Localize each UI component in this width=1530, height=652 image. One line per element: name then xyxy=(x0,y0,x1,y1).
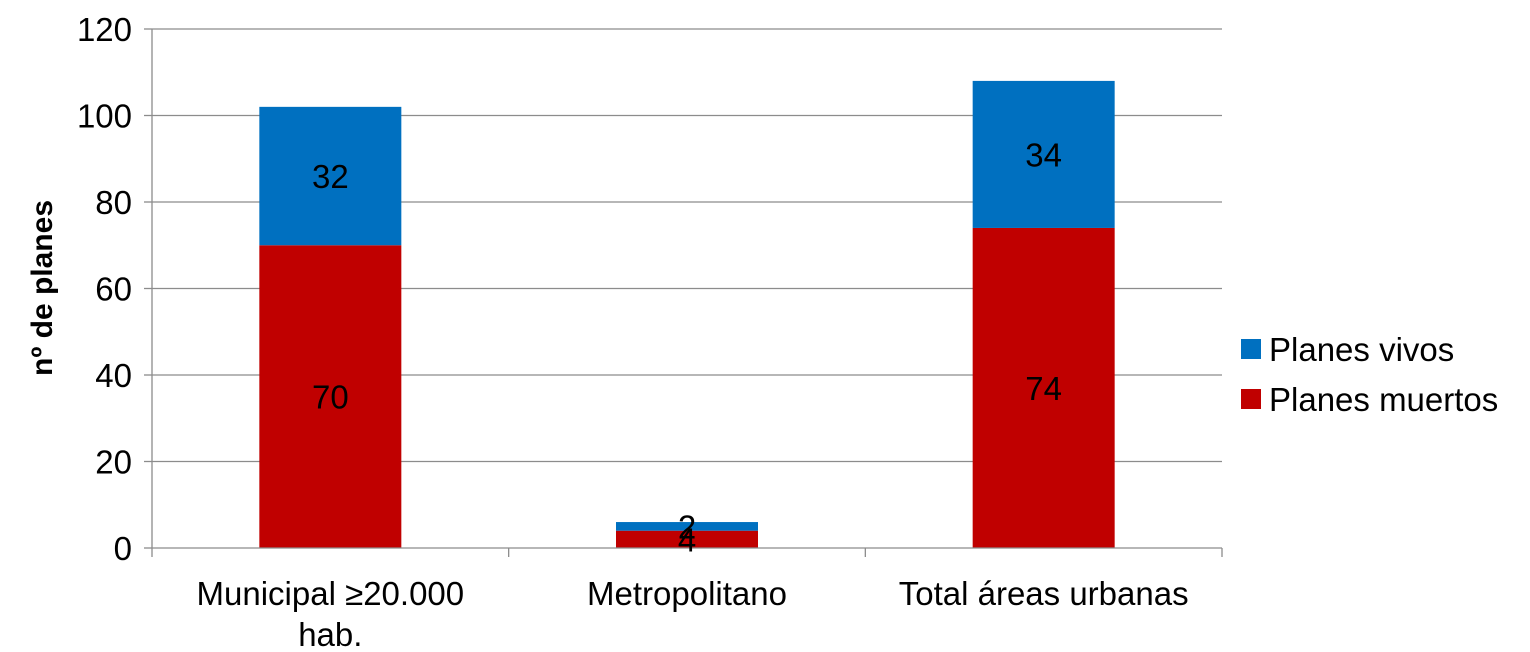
y-tick-label: 20 xyxy=(95,444,132,481)
y-tick-label: 100 xyxy=(77,98,132,135)
bar-segment xyxy=(259,245,402,548)
data-label: 74 xyxy=(1025,370,1062,407)
data-label: 70 xyxy=(312,379,349,416)
y-tick-labels: 0 20 40 60 80 100 120 xyxy=(77,11,132,567)
legend: Planes vivos Planes muertos xyxy=(1241,331,1498,418)
legend-label: Planes vivos xyxy=(1269,331,1454,368)
legend-swatch xyxy=(1241,339,1261,359)
x-tick-labels: Municipal ≥20.000 hab. Metropolitano Total … xyxy=(197,575,1189,652)
data-label: 32 xyxy=(312,158,349,195)
legend-swatch xyxy=(1241,389,1261,409)
x-tick-label: Total áreas urbanas xyxy=(899,575,1189,612)
y-axis-label: nº de planes xyxy=(26,200,59,376)
legend-label: Planes muertos xyxy=(1269,381,1498,418)
x-tick-label: Municipal ≥20.000 hab. xyxy=(197,575,465,652)
bar-segment xyxy=(972,80,1115,228)
x-tick-label: Metropolitano xyxy=(587,575,787,612)
y-tick-label: 60 xyxy=(95,271,132,308)
y-tick-label: 40 xyxy=(95,357,132,394)
data-label: 34 xyxy=(1025,136,1062,173)
bar-segment xyxy=(259,106,402,246)
y-tick-label: 120 xyxy=(77,11,132,48)
data-label: 2 xyxy=(678,508,696,545)
y-tick-label: 80 xyxy=(95,184,132,221)
y-tick-label: 0 xyxy=(114,530,132,567)
bar-segment xyxy=(616,522,758,531)
data-label: 4 xyxy=(678,521,696,558)
data-labels: 70 32 42 74 34 xyxy=(312,136,1062,558)
bars xyxy=(259,80,1115,548)
bar-segment xyxy=(616,530,758,548)
bar-segment xyxy=(972,227,1115,548)
axes xyxy=(144,28,1223,557)
